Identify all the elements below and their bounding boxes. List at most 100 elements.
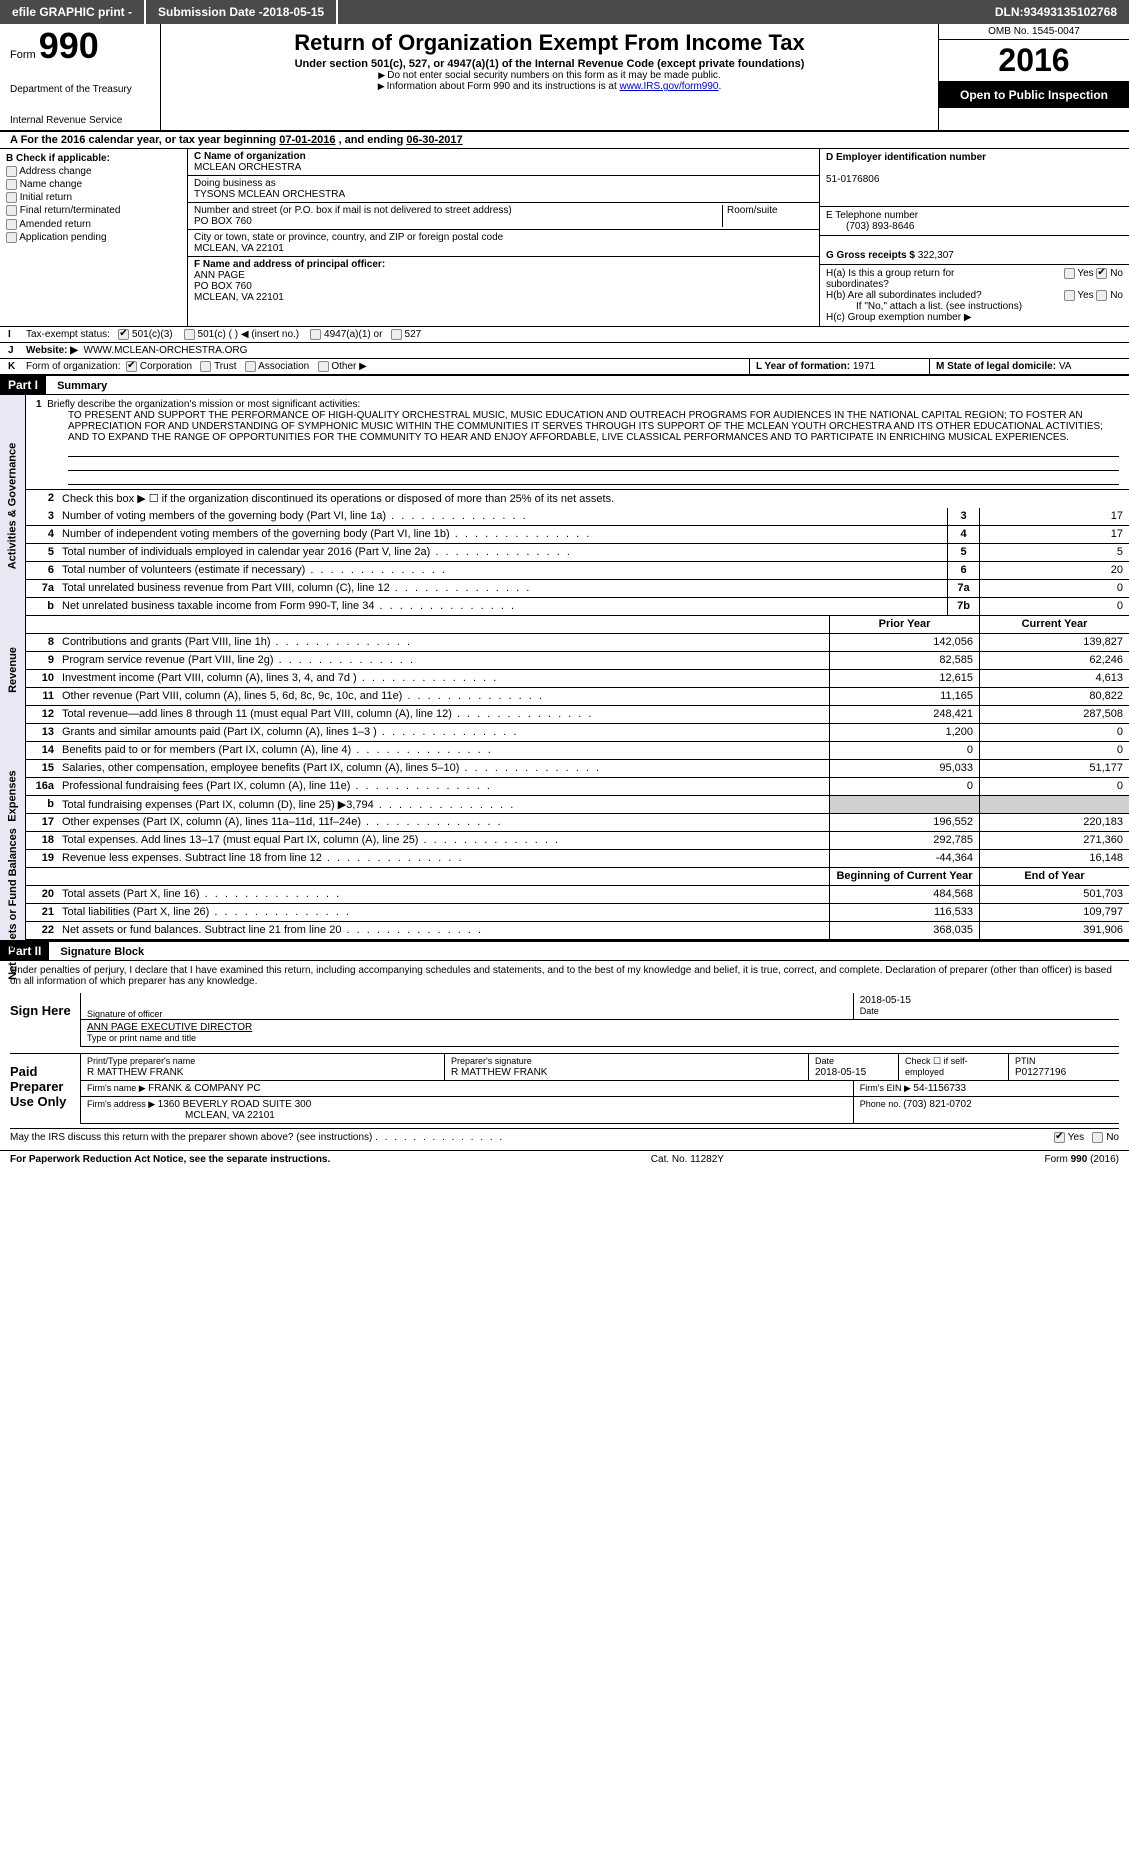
cb-initial-return[interactable]: Initial return — [6, 192, 181, 203]
officer-signature-cell: Signature of officer — [81, 993, 854, 1019]
city-label: City or town, state or province, country… — [194, 232, 503, 243]
summary-line: 22Net assets or fund balances. Subtract … — [26, 922, 1129, 940]
tax-year-begin: 07-01-2016 — [279, 134, 335, 146]
preparer-sig-cell: Preparer's signature R MATTHEW FRANK — [445, 1054, 809, 1080]
footer-left: For Paperwork Reduction Act Notice, see … — [10, 1154, 330, 1165]
revenue-header-row: Prior Year Current Year — [26, 616, 1129, 634]
hint-info: Information about Form 990 and its instr… — [169, 81, 930, 92]
phone-label: E Telephone number — [826, 210, 918, 221]
part-ii-title: Signature Block — [52, 944, 152, 960]
cb-final-return[interactable]: Final return/terminated — [6, 205, 181, 216]
firm-addr-cell: Firm's address ▶ 1360 BEVERLY ROAD SUITE… — [81, 1097, 854, 1123]
footer-catalog: Cat. No. 11282Y — [651, 1154, 724, 1165]
net-header-row: Beginning of Current Year End of Year — [26, 868, 1129, 886]
dept-irs: Internal Revenue Service — [10, 115, 152, 126]
firm-ein-cell: Firm's EIN ▶ 54-1156733 — [854, 1081, 1119, 1096]
summary-line: 20Total assets (Part X, line 16)484,5685… — [26, 886, 1129, 904]
officer-addr1: PO BOX 760 — [194, 281, 252, 292]
form990-link[interactable]: www.IRS.gov/form990 — [620, 81, 719, 92]
officer-label: F Name and address of principal officer: — [194, 259, 385, 270]
mission-block: 1 Briefly describe the organization's mi… — [26, 395, 1129, 490]
officer-name-title: ANN PAGE EXECUTIVE DIRECTOR — [87, 1022, 252, 1033]
summary-line: 14Benefits paid to or for members (Part … — [26, 742, 1129, 760]
hb-yesno: Yes No — [1064, 290, 1123, 301]
cb-name-change[interactable]: Name change — [6, 179, 181, 190]
org-name-label: C Name of organization — [194, 151, 306, 162]
line-k: K Form of organization: Corporation Trus… — [0, 359, 1129, 376]
line-l: L Year of formation: 1971 — [749, 359, 929, 374]
dba-row: Doing business as TYSONS MCLEAN ORCHESTR… — [188, 176, 819, 203]
ptin-value: P01277196 — [1015, 1067, 1066, 1078]
summary-line: bTotal fundraising expenses (Part IX, co… — [26, 796, 1129, 814]
dln-seg: DLN: 93493135102768 — [983, 0, 1129, 24]
summary-line: 10Investment income (Part VIII, column (… — [26, 670, 1129, 688]
officer-sig-date: 2018-05-15 — [860, 995, 911, 1006]
street-value: PO BOX 760 — [194, 216, 252, 227]
hb-note: If "No," attach a list. (see instruction… — [826, 301, 1123, 312]
current-year-header: Current Year — [979, 616, 1129, 633]
firm-phone-cell: Phone no. (703) 821-0702 — [854, 1097, 1119, 1123]
line-i-content: Tax-exempt status: 501(c)(3) 501(c) ( ) … — [20, 327, 1129, 342]
column-b: B Check if applicable: Address change Na… — [0, 149, 188, 326]
tax-year-end: 06-30-2017 — [406, 134, 462, 146]
col-b-title: B Check if applicable: — [6, 153, 110, 164]
section-a-pre: A For the 2016 calendar year, or tax yea… — [10, 134, 279, 146]
firm-address: 1360 BEVERLY ROAD SUITE 300 — [158, 1099, 312, 1110]
hb-label: H(b) Are all subordinates included? — [826, 290, 996, 301]
phone-value: (703) 893-8646 — [826, 221, 914, 232]
mission-text: TO PRESENT AND SUPPORT THE PERFORMANCE O… — [68, 410, 1119, 443]
revenue-section: Revenue Prior Year Current Year 8Contrib… — [0, 616, 1129, 724]
phone-cell: E Telephone number (703) 893-8646 — [820, 207, 1129, 236]
group-return-cell: H(a) Is this a group return for subordin… — [820, 265, 1129, 326]
preparer-date: 2018-05-15 — [815, 1067, 866, 1078]
ha-yesno: Yes No — [1064, 268, 1123, 290]
self-employed-cell: Check ☐ if self-employed — [899, 1054, 1009, 1080]
beginning-year-header: Beginning of Current Year — [829, 868, 979, 885]
cb-amended-return[interactable]: Amended return — [6, 219, 181, 230]
main-info: B Check if applicable: Address change Na… — [0, 149, 1129, 327]
form-subtitle: Under section 501(c), 527, or 4947(a)(1)… — [169, 58, 930, 70]
submission-label: Submission Date - — [158, 5, 263, 19]
cb-address-change[interactable]: Address change — [6, 166, 181, 177]
sign-here-label: Sign Here — [10, 993, 80, 1047]
firm-name-cell: Firm's name ▶ FRANK & COMPANY PC — [81, 1081, 854, 1096]
preparer-name-cell: Print/Type preparer's name R MATTHEW FRA… — [81, 1054, 445, 1080]
dept-treasury: Department of the Treasury — [10, 84, 152, 95]
public-inspection: Open to Public Inspection — [939, 82, 1129, 108]
summary-line: 9Program service revenue (Part VIII, lin… — [26, 652, 1129, 670]
line-i: I Tax-exempt status: 501(c)(3) 501(c) ( … — [0, 327, 1129, 343]
dba-name: TYSONS MCLEAN ORCHESTRA — [194, 189, 345, 200]
summary-line: 17Other expenses (Part IX, column (A), l… — [26, 814, 1129, 832]
part-i-label: Part I — [0, 376, 46, 394]
line-j-content: Website: ▶ WWW.MCLEAN-ORCHESTRA.ORG — [20, 343, 1129, 358]
cb-application-pending[interactable]: Application pending — [6, 232, 181, 243]
legal-domicile: VA — [1059, 361, 1072, 372]
summary-line: 16aProfessional fundraising fees (Part I… — [26, 778, 1129, 796]
governance-line: bNet unrelated business taxable income f… — [26, 598, 1129, 616]
city-value: MCLEAN, VA 22101 — [194, 243, 284, 254]
submission-date: 2018-05-15 — [263, 5, 324, 19]
org-name-row: C Name of organization MCLEAN ORCHESTRA — [188, 149, 819, 176]
discuss-row: May the IRS discuss this return with the… — [10, 1128, 1119, 1143]
discuss-answer: Yes No — [1054, 1132, 1119, 1143]
gross-label: G Gross receipts $ — [826, 250, 918, 261]
line-k-lbl: K — [0, 359, 20, 374]
dba-label: Doing business as — [194, 178, 276, 189]
firm-address2: MCLEAN, VA 22101 — [87, 1110, 275, 1121]
end-year-header: End of Year — [979, 868, 1129, 885]
room-label: Room/suite — [727, 205, 778, 216]
section-a-mid: , and ending — [339, 134, 407, 146]
officer-row: F Name and address of principal officer:… — [188, 257, 819, 326]
officer-name-cell: ANN PAGE EXECUTIVE DIRECTOR Type or prin… — [81, 1020, 1119, 1046]
summary-line: 8Contributions and grants (Part VIII, li… — [26, 634, 1129, 652]
governance-line: 4Number of independent voting members of… — [26, 526, 1129, 544]
firm-phone: (703) 821-0702 — [903, 1099, 971, 1110]
hint-info-text: Information about Form 990 and its instr… — [378, 81, 620, 92]
governance-line: 5Total number of individuals employed in… — [26, 544, 1129, 562]
year-formation: 1971 — [853, 361, 875, 372]
preparer-date-cell: Date 2018-05-15 — [809, 1054, 899, 1080]
perjury-statement: Under penalties of perjury, I declare th… — [10, 965, 1119, 987]
line-j: J Website: ▶ WWW.MCLEAN-ORCHESTRA.ORG — [0, 343, 1129, 359]
line-m: M State of legal domicile: VA — [929, 359, 1129, 374]
officer-sig-date-cell: 2018-05-15 Date — [854, 993, 1119, 1019]
